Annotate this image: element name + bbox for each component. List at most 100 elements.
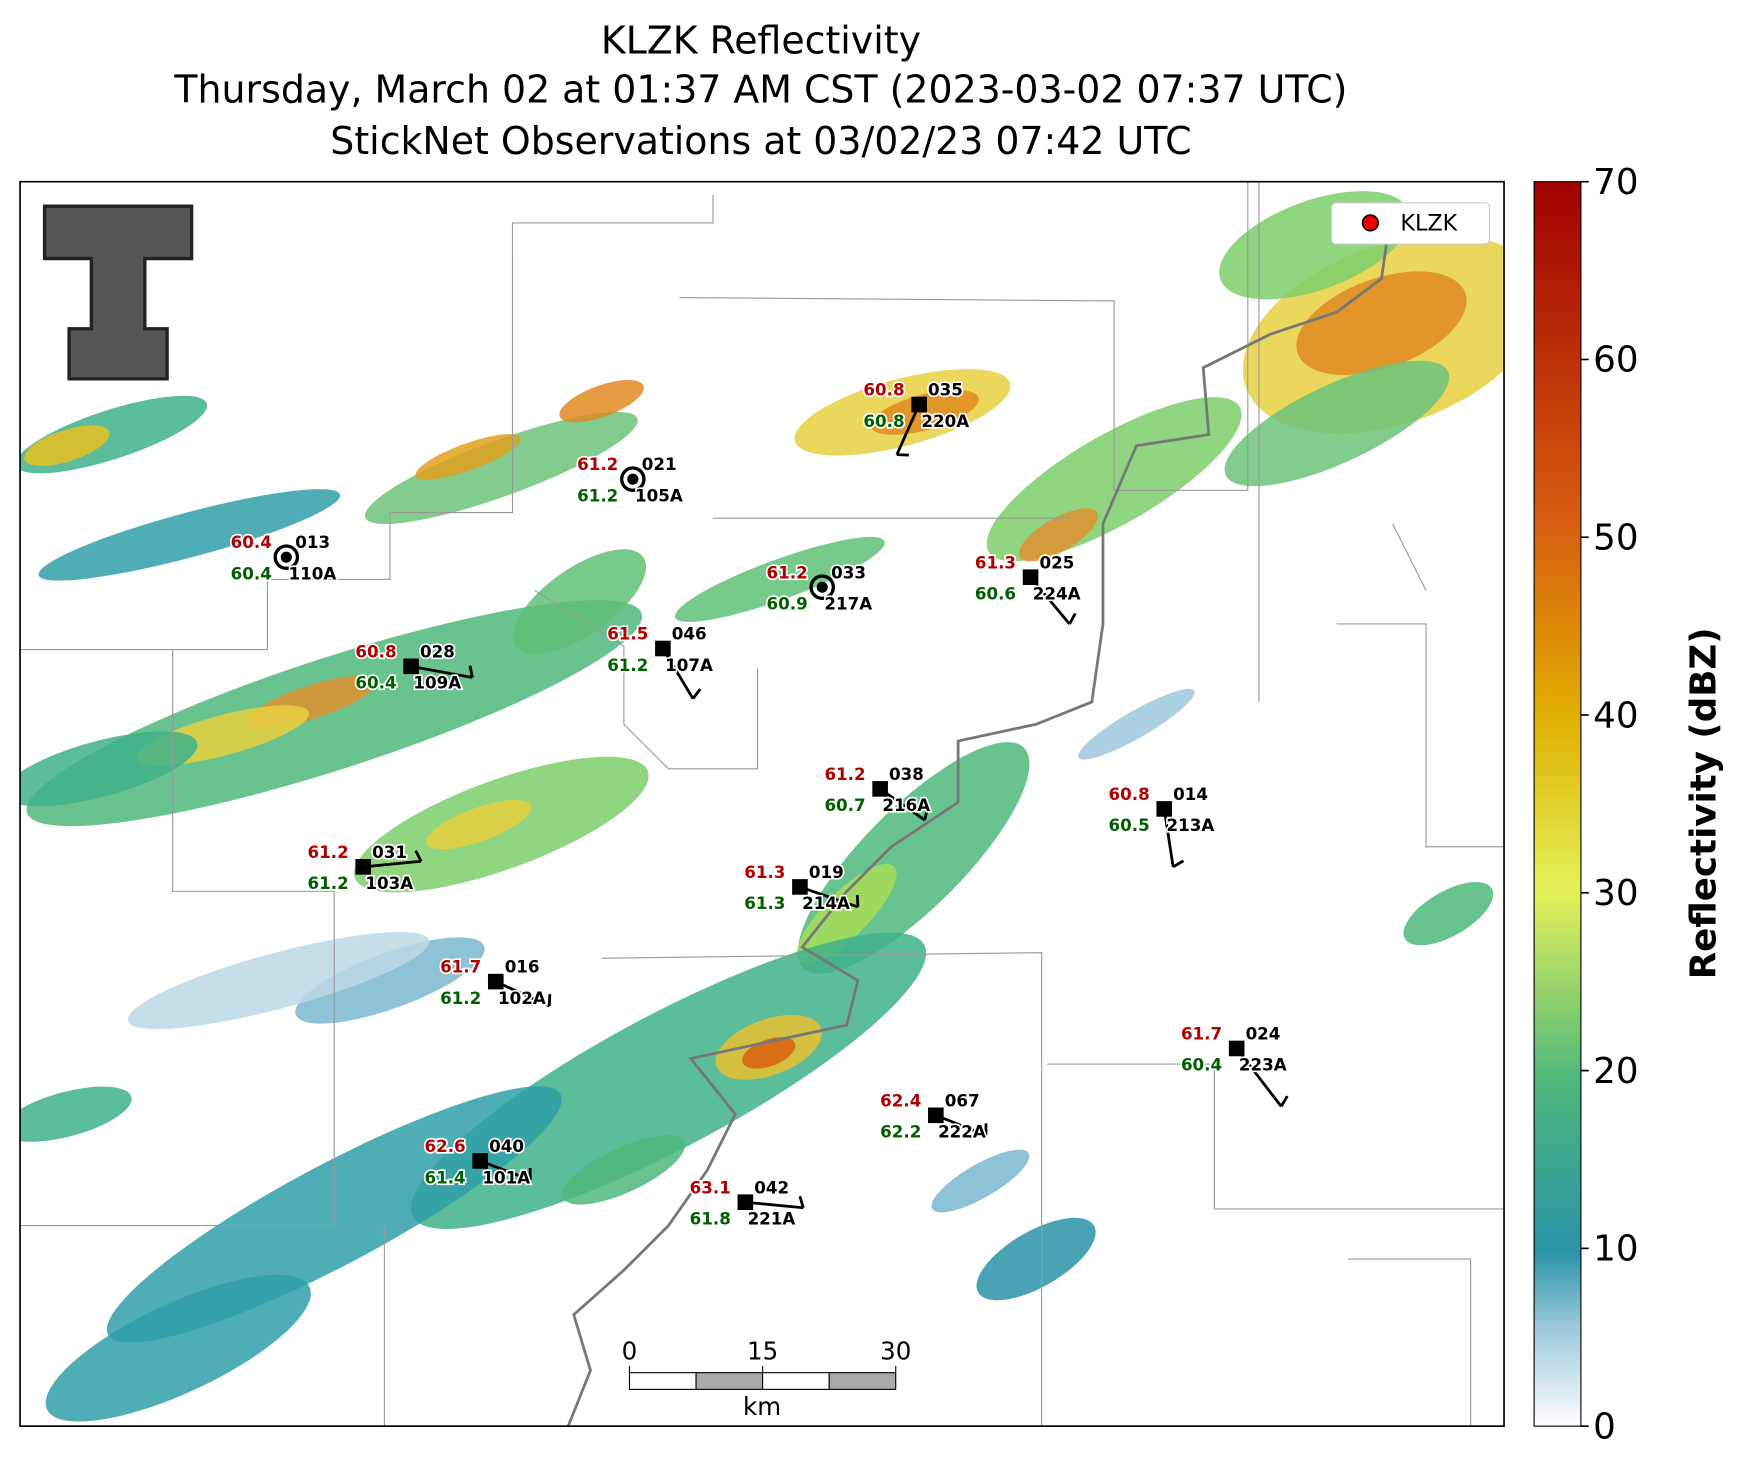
- dewpoint: 60.4: [1181, 1055, 1222, 1075]
- scale-segment: [629, 1373, 696, 1390]
- dewpoint: 61.2: [577, 485, 618, 505]
- scale-bar: 0 15 30 km: [622, 1336, 912, 1421]
- station-marker: [627, 474, 638, 485]
- scale-tick-label: 15: [747, 1336, 778, 1365]
- probe-id: 109A: [413, 673, 461, 693]
- station-id: 014: [1173, 784, 1208, 804]
- temperature: 61.2: [307, 842, 348, 862]
- probe-id: 220A: [921, 411, 969, 431]
- probe-id: 107A: [665, 655, 713, 675]
- temperature: 61.2: [577, 454, 618, 474]
- subtitle: StickNet Observations at 03/02/23 07:42 …: [330, 119, 1191, 163]
- dewpoint: 61.2: [607, 655, 648, 675]
- station-id: 042: [754, 1177, 789, 1197]
- dewpoint: 60.5: [1109, 815, 1150, 835]
- echo: [1072, 679, 1201, 769]
- dewpoint: 61.2: [440, 988, 481, 1008]
- dewpoint: 62.2: [880, 1122, 921, 1142]
- station-id: 067: [945, 1090, 980, 1110]
- scale-tick-label: 30: [880, 1336, 911, 1365]
- probe-id: 105A: [635, 485, 683, 505]
- dewpoint: 60.7: [824, 795, 865, 815]
- dewpoint: 60.8: [863, 411, 904, 431]
- station-id: 013: [295, 532, 330, 552]
- station-id: 016: [505, 957, 540, 977]
- wind-barb: [800, 1196, 803, 1208]
- reflectivity: [0, 169, 1570, 1450]
- probe-id: 214A: [802, 893, 850, 913]
- station-id: 021: [642, 454, 677, 474]
- temperature: 60.8: [1109, 784, 1150, 804]
- subtitle: Thursday, March 02 at 01:37 AM CST (2023…: [173, 68, 1347, 112]
- probe-id: 224A: [1033, 583, 1081, 603]
- dewpoint: 61.2: [307, 873, 348, 893]
- colorbar-tick-label: 60: [1593, 340, 1638, 381]
- station-marker: [281, 552, 292, 563]
- dewpoint: 60.4: [355, 673, 396, 693]
- colorbar-tick-label: 40: [1593, 695, 1638, 736]
- colorbar-tick-label: 30: [1593, 873, 1638, 914]
- colorbar-tick-label: 50: [1593, 518, 1638, 559]
- echo: [8, 380, 214, 489]
- title: KLZK Reflectivity: [601, 19, 921, 63]
- dewpoint: 60.9: [767, 594, 808, 614]
- scale-segment: [696, 1373, 763, 1390]
- probe-id: 102A: [498, 988, 546, 1008]
- scale-unit: km: [743, 1392, 781, 1421]
- station-id: 035: [928, 380, 963, 400]
- wind-barb: [745, 1202, 803, 1208]
- wind-barb: [1173, 861, 1183, 867]
- station-id: 024: [1246, 1024, 1281, 1044]
- dewpoint: 60.6: [975, 583, 1016, 603]
- dewpoint: 60.4: [231, 563, 272, 583]
- colorbar-tick-label: 20: [1593, 1051, 1638, 1092]
- temperature: 60.4: [231, 532, 272, 552]
- dewpoint: 61.3: [744, 893, 785, 913]
- probe-id: 110A: [289, 563, 337, 583]
- temperature: 61.5: [607, 624, 648, 644]
- probe-id: 221A: [748, 1208, 796, 1228]
- legend-label: KLZK: [1400, 211, 1458, 237]
- station-id: 046: [672, 624, 707, 644]
- wind-barb: [1281, 1096, 1287, 1106]
- station-id: 028: [420, 641, 455, 661]
- wind-barb: [857, 895, 858, 907]
- map: 60.4 013 60.4 110A 61.2 021 61.2 105A 60.8 035 60.…: [0, 169, 1570, 1450]
- scale-segment: [829, 1373, 896, 1390]
- wind-barb: [1070, 613, 1076, 624]
- probe-id: 213A: [1166, 815, 1214, 835]
- probe-id: 222A: [938, 1122, 986, 1142]
- wind-barb: [549, 994, 550, 1006]
- station-id: 031: [372, 842, 407, 862]
- echo: [964, 1201, 1108, 1316]
- echo: [924, 1139, 1037, 1224]
- scale-segment: [763, 1373, 830, 1390]
- probe-id: 216A: [882, 795, 930, 815]
- wind-barb: [693, 689, 700, 699]
- dewpoint: 61.4: [424, 1167, 465, 1187]
- probe-id: 223A: [1239, 1055, 1287, 1075]
- legend: KLZK: [1331, 203, 1489, 244]
- echo: [1394, 869, 1503, 958]
- logo: [45, 206, 192, 379]
- temperature: 60.8: [863, 380, 904, 400]
- temperature: 61.7: [440, 957, 481, 977]
- temperature: 63.1: [690, 1177, 731, 1197]
- colorbar-tick-label: 10: [1593, 1229, 1638, 1270]
- temperature: 61.3: [744, 862, 785, 882]
- probe-id: 103A: [365, 873, 413, 893]
- probe-id: 101A: [482, 1167, 530, 1187]
- temperature: 62.4: [880, 1090, 921, 1110]
- temperature: 61.3: [975, 552, 1016, 572]
- temperature: 60.8: [355, 641, 396, 661]
- station-marker: [817, 582, 828, 593]
- probe-id: 217A: [824, 594, 872, 614]
- temperature: 62.6: [424, 1136, 465, 1156]
- station-id: 025: [1039, 552, 1074, 572]
- legend-marker: [1363, 215, 1379, 231]
- colorbar-tick-label: 0: [1593, 1406, 1616, 1447]
- scale-tick-label: 0: [622, 1336, 638, 1365]
- colorbar-tick-label: 70: [1593, 162, 1638, 203]
- station-id: 019: [809, 862, 844, 882]
